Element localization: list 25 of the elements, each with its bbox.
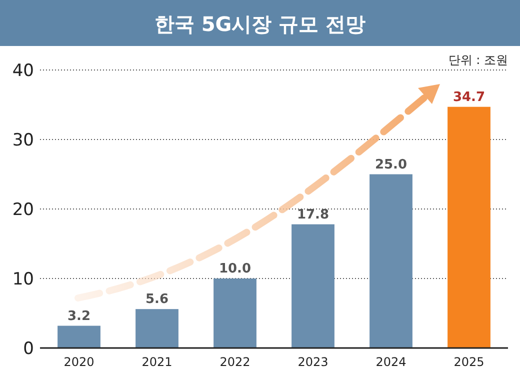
- x-tick-label: 2025: [454, 355, 484, 369]
- x-tick-label: 2024: [376, 355, 406, 369]
- x-tick-label: 2020: [64, 355, 94, 369]
- data-label: 3.2: [67, 308, 91, 324]
- y-tick-label: 0: [23, 339, 34, 359]
- y-tick-label: 20: [12, 200, 34, 220]
- data-label: 5.6: [145, 292, 169, 308]
- bar: [370, 174, 412, 348]
- x-tick-label: 2022: [220, 355, 250, 369]
- y-tick-label: 40: [12, 61, 34, 81]
- x-tick-label: 2021: [142, 355, 172, 369]
- bar: [214, 278, 256, 348]
- data-label: 25.0: [374, 157, 408, 172]
- data-label: 10.0: [218, 262, 252, 276]
- y-tick-label: 30: [12, 130, 34, 150]
- x-tick-label: 2023: [298, 355, 328, 369]
- chart-title: 한국 5G시장 규모 전망: [154, 12, 366, 36]
- bar: [58, 326, 100, 348]
- data-label: 17.8: [296, 207, 330, 222]
- y-tick-label: 10: [12, 270, 34, 290]
- data-label: 34.7: [452, 90, 486, 105]
- bar: [292, 224, 334, 348]
- bar: [136, 309, 178, 348]
- text: 단위 : 조원: [448, 53, 508, 67]
- bar: [448, 106, 490, 348]
